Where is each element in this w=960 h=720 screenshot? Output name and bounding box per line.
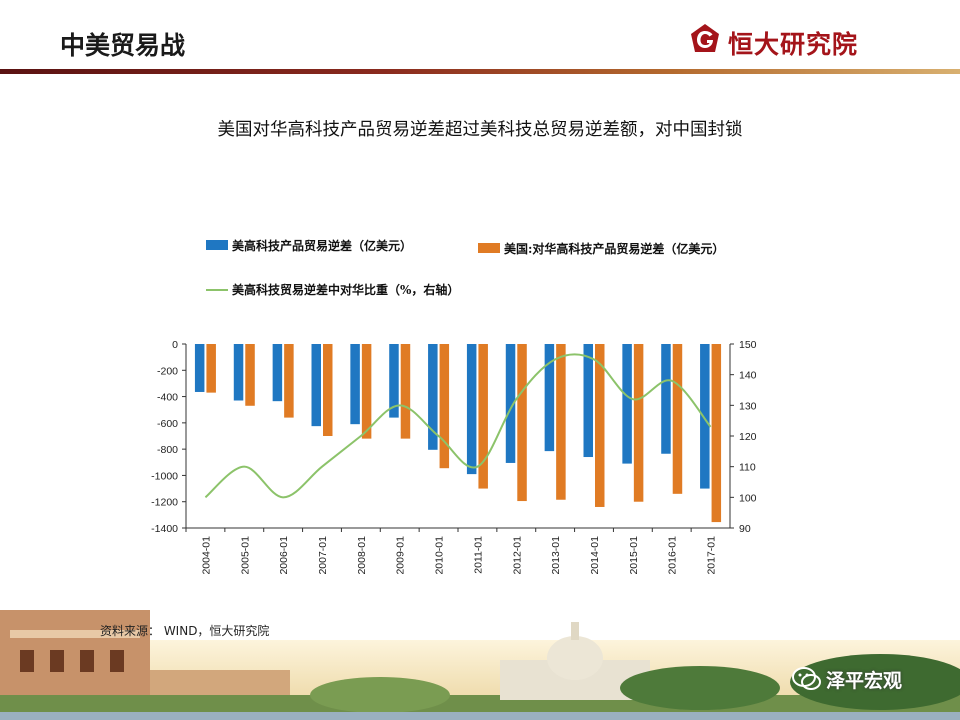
wechat-watermark: 泽平宏观 [792, 666, 942, 692]
line-series-china-share [204, 353, 712, 499]
x-axis-tick-label: 2008-01 [356, 536, 368, 575]
brand-logo: 恒大研究院 [688, 22, 888, 59]
x-axis-tick-label: 2007-01 [317, 536, 329, 575]
legend-label-china: 美国:对华高科技产品贸易逆差（亿美元） [504, 241, 724, 256]
bar-total-2017-01 [700, 344, 710, 489]
x-axis-tick-label: 2013-01 [550, 536, 562, 575]
left-axis-tick-label: -1200 [151, 497, 178, 509]
legend-label-share: 美高科技贸易逆差中对华比重（%，右轴） [232, 282, 459, 297]
left-axis-tick-label: -1400 [151, 523, 178, 535]
wechat-account-name: 泽平宏观 [826, 670, 903, 692]
bar-china-2009-01 [400, 344, 411, 439]
bar-total-2012-01 [505, 344, 516, 463]
bar-china-2011-01 [478, 344, 488, 489]
x-axis-tick-label: 2010-01 [434, 536, 446, 575]
x-axis-tick-label: 2004-01 [200, 536, 212, 575]
right-axis-tick-label: 130 [739, 400, 757, 412]
slide-title: 中美贸易战 [60, 31, 186, 60]
bar-total-2005-01 [233, 344, 244, 401]
right-axis-tick-label: 140 [739, 370, 757, 382]
brand-name: 恒大研究院 [728, 30, 859, 59]
left-axis-tick-label: -800 [157, 444, 178, 456]
x-axis-tick-label: 2015-01 [628, 536, 640, 575]
bar-total-2010-01 [428, 344, 438, 450]
x-axis-tick-label: 2014-01 [589, 536, 601, 575]
bar-total-2009-01 [389, 344, 399, 418]
bar-china-2005-01 [245, 344, 255, 406]
bar-total-2013-01 [544, 344, 555, 452]
x-axis-tick-label: 2005-01 [239, 536, 251, 575]
legend-label-total: 美高科技产品贸易逆差（亿美元） [232, 238, 412, 253]
right-axis-tick-label: 150 [739, 339, 757, 351]
bar-china-2014-01 [595, 344, 605, 507]
right-axis-tick-label: 90 [739, 523, 751, 535]
legend-swatch-total [206, 240, 228, 250]
x-axis-tick-label: 2016-01 [667, 536, 679, 575]
bar-total-2006-01 [272, 344, 283, 402]
evergrande-logo-icon [691, 24, 719, 52]
x-axis-tick-label: 2006-01 [278, 536, 290, 575]
bar-china-2017-01 [711, 344, 722, 523]
source-note: 资料来源： WIND，恒大研究院 [100, 624, 270, 638]
left-axis-tick-label: -400 [157, 392, 178, 404]
bar-china-2012-01 [517, 344, 527, 502]
header-divider [0, 69, 960, 74]
chart-title: 美国对华高科技产品贸易逆差超过美科技总贸易逆差额，对中国封锁 [217, 120, 743, 140]
right-axis-tick-label: 120 [739, 431, 757, 443]
x-axis-tick-label: 2017-01 [706, 536, 718, 575]
x-axis-tick-label: 2012-01 [511, 536, 523, 575]
footer-illustration [0, 610, 960, 720]
x-axis-tick-label: 2009-01 [395, 536, 407, 575]
right-axis-tick-label: 110 [739, 462, 756, 474]
legend-swatch-china [478, 243, 500, 253]
bar-total-2008-01 [350, 344, 360, 425]
bar-china-2013-01 [556, 344, 566, 500]
bar-total-2007-01 [311, 344, 321, 427]
left-axis-tick-label: 0 [172, 339, 178, 351]
bar-total-2004-01 [194, 344, 205, 392]
bar-china-2010-01 [439, 344, 450, 469]
wechat-icon [792, 667, 821, 690]
x-axis-tick-label: 2011-01 [472, 536, 484, 574]
bar-total-2011-01 [466, 344, 477, 475]
bar-china-2004-01 [206, 344, 216, 393]
right-axis-tick-label: 100 [739, 492, 757, 504]
bar-china-2008-01 [361, 344, 372, 439]
bar-total-2015-01 [622, 344, 632, 464]
bar-total-2016-01 [661, 344, 671, 454]
bar-china-2015-01 [633, 344, 644, 502]
bar-china-2007-01 [323, 344, 333, 436]
left-axis-tick-label: -600 [157, 418, 178, 430]
chart-canvas: 0 -200 -400 -600 -800 -1000 -1200 -1400 150 140 13… [151, 238, 757, 575]
left-axis-tick-label: -1000 [151, 470, 178, 482]
left-axis-tick-label: -200 [157, 365, 178, 377]
bar-china-2016-01 [672, 344, 683, 494]
bar-china-2006-01 [284, 344, 294, 418]
bar-total-2014-01 [583, 344, 593, 458]
